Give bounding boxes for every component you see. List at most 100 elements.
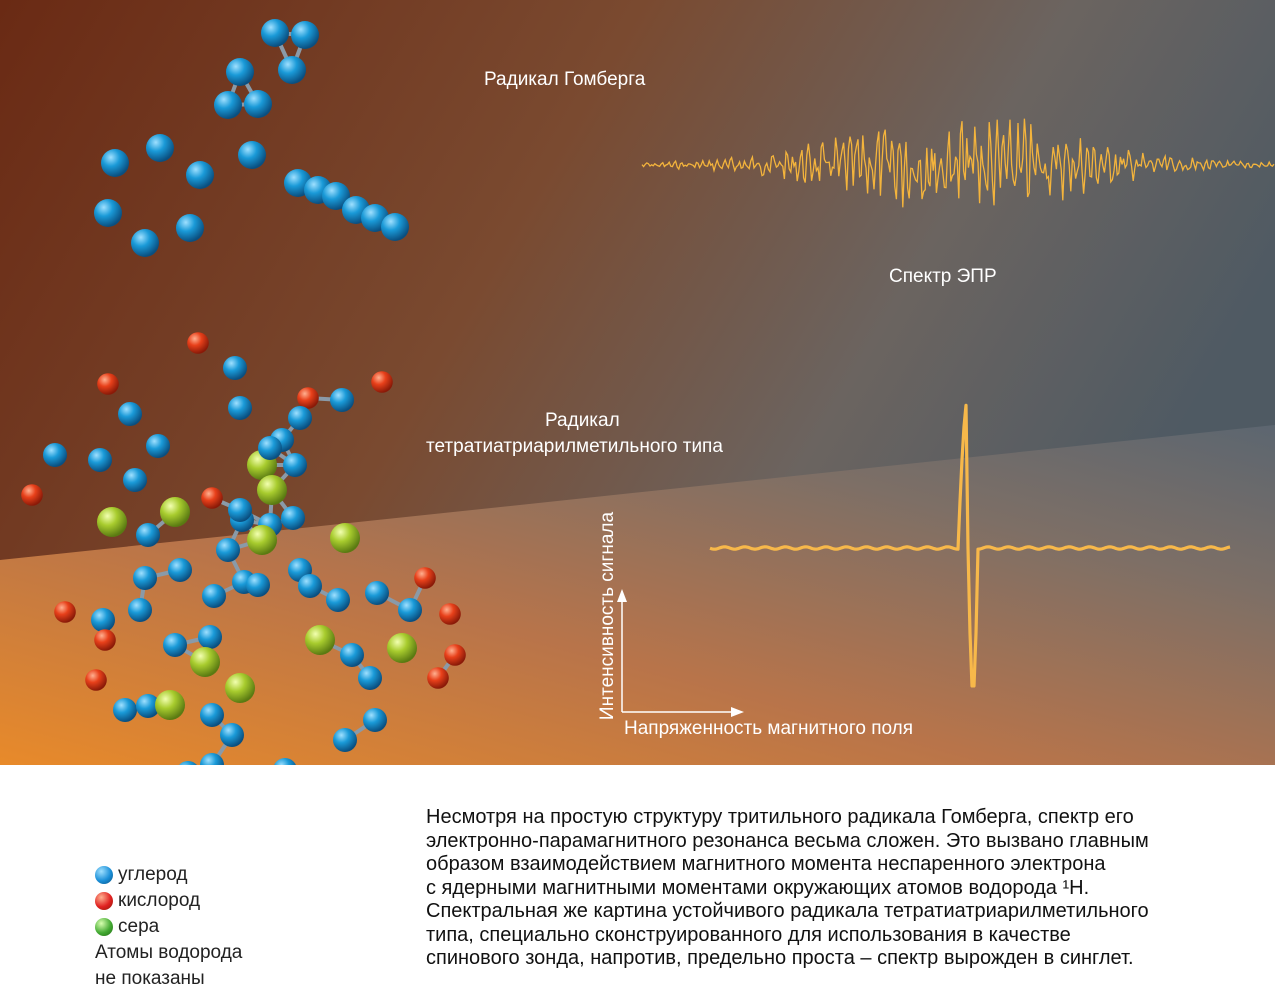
carbon-atom [365,581,389,605]
carbon-atom [43,443,67,467]
carbon-atom [136,523,160,547]
sulfur-atom [160,497,190,527]
carbon-atom [101,149,129,177]
carbon-atom [322,182,350,210]
carbon-atom [146,434,170,458]
carbon-atom [274,758,296,765]
oxygen-atom [444,644,466,666]
carbon-atom [340,643,364,667]
carbon-atom [281,506,305,530]
carbon-atom [223,356,247,380]
sulfur-atom [190,647,220,677]
carbon-atom [291,21,319,49]
carbon-atom [113,698,137,722]
carbon-atom [278,56,306,84]
carbon-atom [118,402,142,426]
carbon-dot-icon [95,866,113,884]
tam-molecule [21,332,466,765]
epr-spectrum-tam [709,403,1231,688]
carbon-atom [133,566,157,590]
oxygen-atom [201,487,223,509]
legend: углерод кислород сера Атомы водорода не … [95,862,355,992]
legend-label-sulfur: сера [118,916,160,937]
carbon-atom [200,703,224,727]
carbon-atom [381,213,409,241]
carbon-atom [198,625,222,649]
carbon-atom [298,574,322,598]
carbon-atom [330,388,354,412]
caption-line: Спектральная же картина устойчивого ради… [426,900,1149,922]
oxygen-atom [427,667,449,689]
legend-note-line2: не показаны [95,968,205,989]
carbon-atom [246,573,270,597]
carbon-atom [186,161,214,189]
oxygen-atom [54,601,76,623]
x-axis-label: Напряженность магнитного поля [624,718,914,739]
caption-line: Несмотря на простую структуру тритильног… [426,806,1134,828]
carbon-atom [261,19,289,47]
carbon-atom [288,406,312,430]
sulfur-atom [225,673,255,703]
caption-line: типа, специально сконструированного для … [426,923,1071,946]
floor-plane [0,425,1275,765]
axis-arrows [617,589,744,717]
sulfur-atom [97,507,127,537]
carbon-atom [176,214,204,242]
carbon-atom [358,666,382,690]
legend-item-carbon: углерод [95,862,355,888]
carbon-atom [136,694,160,718]
oxygen-atom [297,387,319,409]
tam-label-line2: тетратиатриарилметильного типа [426,436,723,457]
caption-line: с ядерными магнитными моментами окружающ… [426,876,1090,899]
carbon-atom [216,538,240,562]
legend-label-carbon: углерод [118,864,188,885]
carbon-atom [244,90,272,118]
epr-label: Спектр ЭПР [889,266,997,287]
carbon-atom [94,199,122,227]
sulfur-atom [330,523,360,553]
epr-spectrum-gomberg [641,118,1275,208]
legend-item-oxygen: кислород [95,888,355,914]
carbon-atom [91,608,115,632]
legend-item-sulfur: сера [95,914,355,940]
carbon-atom [214,91,242,119]
carbon-atom [168,558,192,582]
sulfur-atom [257,475,287,505]
oxygen-atom [371,371,393,393]
tam-label-line1: Радикал [545,410,620,431]
gomberg-molecule [94,19,409,257]
caption-line: образом взаимодействием магнитного момен… [426,853,1106,875]
carbon-atom [228,396,252,420]
carbon-atom [200,753,224,765]
carbon-atom [226,58,254,86]
carbon-atom [398,598,422,622]
carbon-atom [363,708,387,732]
carbon-atom [238,141,266,169]
carbon-atom [128,598,152,622]
caption-line: спинового зонда, напротив, предельно про… [426,947,1134,969]
carbon-atom [258,436,282,460]
y-axis-label: Интенсивность сигнала [597,511,618,721]
oxygen-atom [187,332,209,354]
carbon-atom [179,761,197,765]
illustration-panel [0,0,1275,765]
carbon-atom [131,229,159,257]
carbon-atom [202,584,226,608]
carbon-atom [228,498,252,522]
carbon-atom [220,723,244,747]
carbon-atom [333,728,357,752]
oxygen-dot-icon [95,892,113,910]
carbon-atom [283,453,307,477]
oxygen-atom [414,567,436,589]
carbon-atom [163,633,187,657]
carbon-atom [88,448,112,472]
legend-note-line1: Атомы водорода [95,942,243,963]
oxygen-atom [439,603,461,625]
sulfur-atom [305,625,335,655]
caption-line: электронно-парамагнитного резонанса весь… [426,829,1149,852]
oxygen-atom [85,669,107,691]
gomberg-label: Радикал Гомберга [484,69,646,90]
carbon-atom [146,134,174,162]
sulfur-dot-icon [95,918,113,936]
caption-text: Несмотря на простую структуру тритильног… [426,806,1275,995]
